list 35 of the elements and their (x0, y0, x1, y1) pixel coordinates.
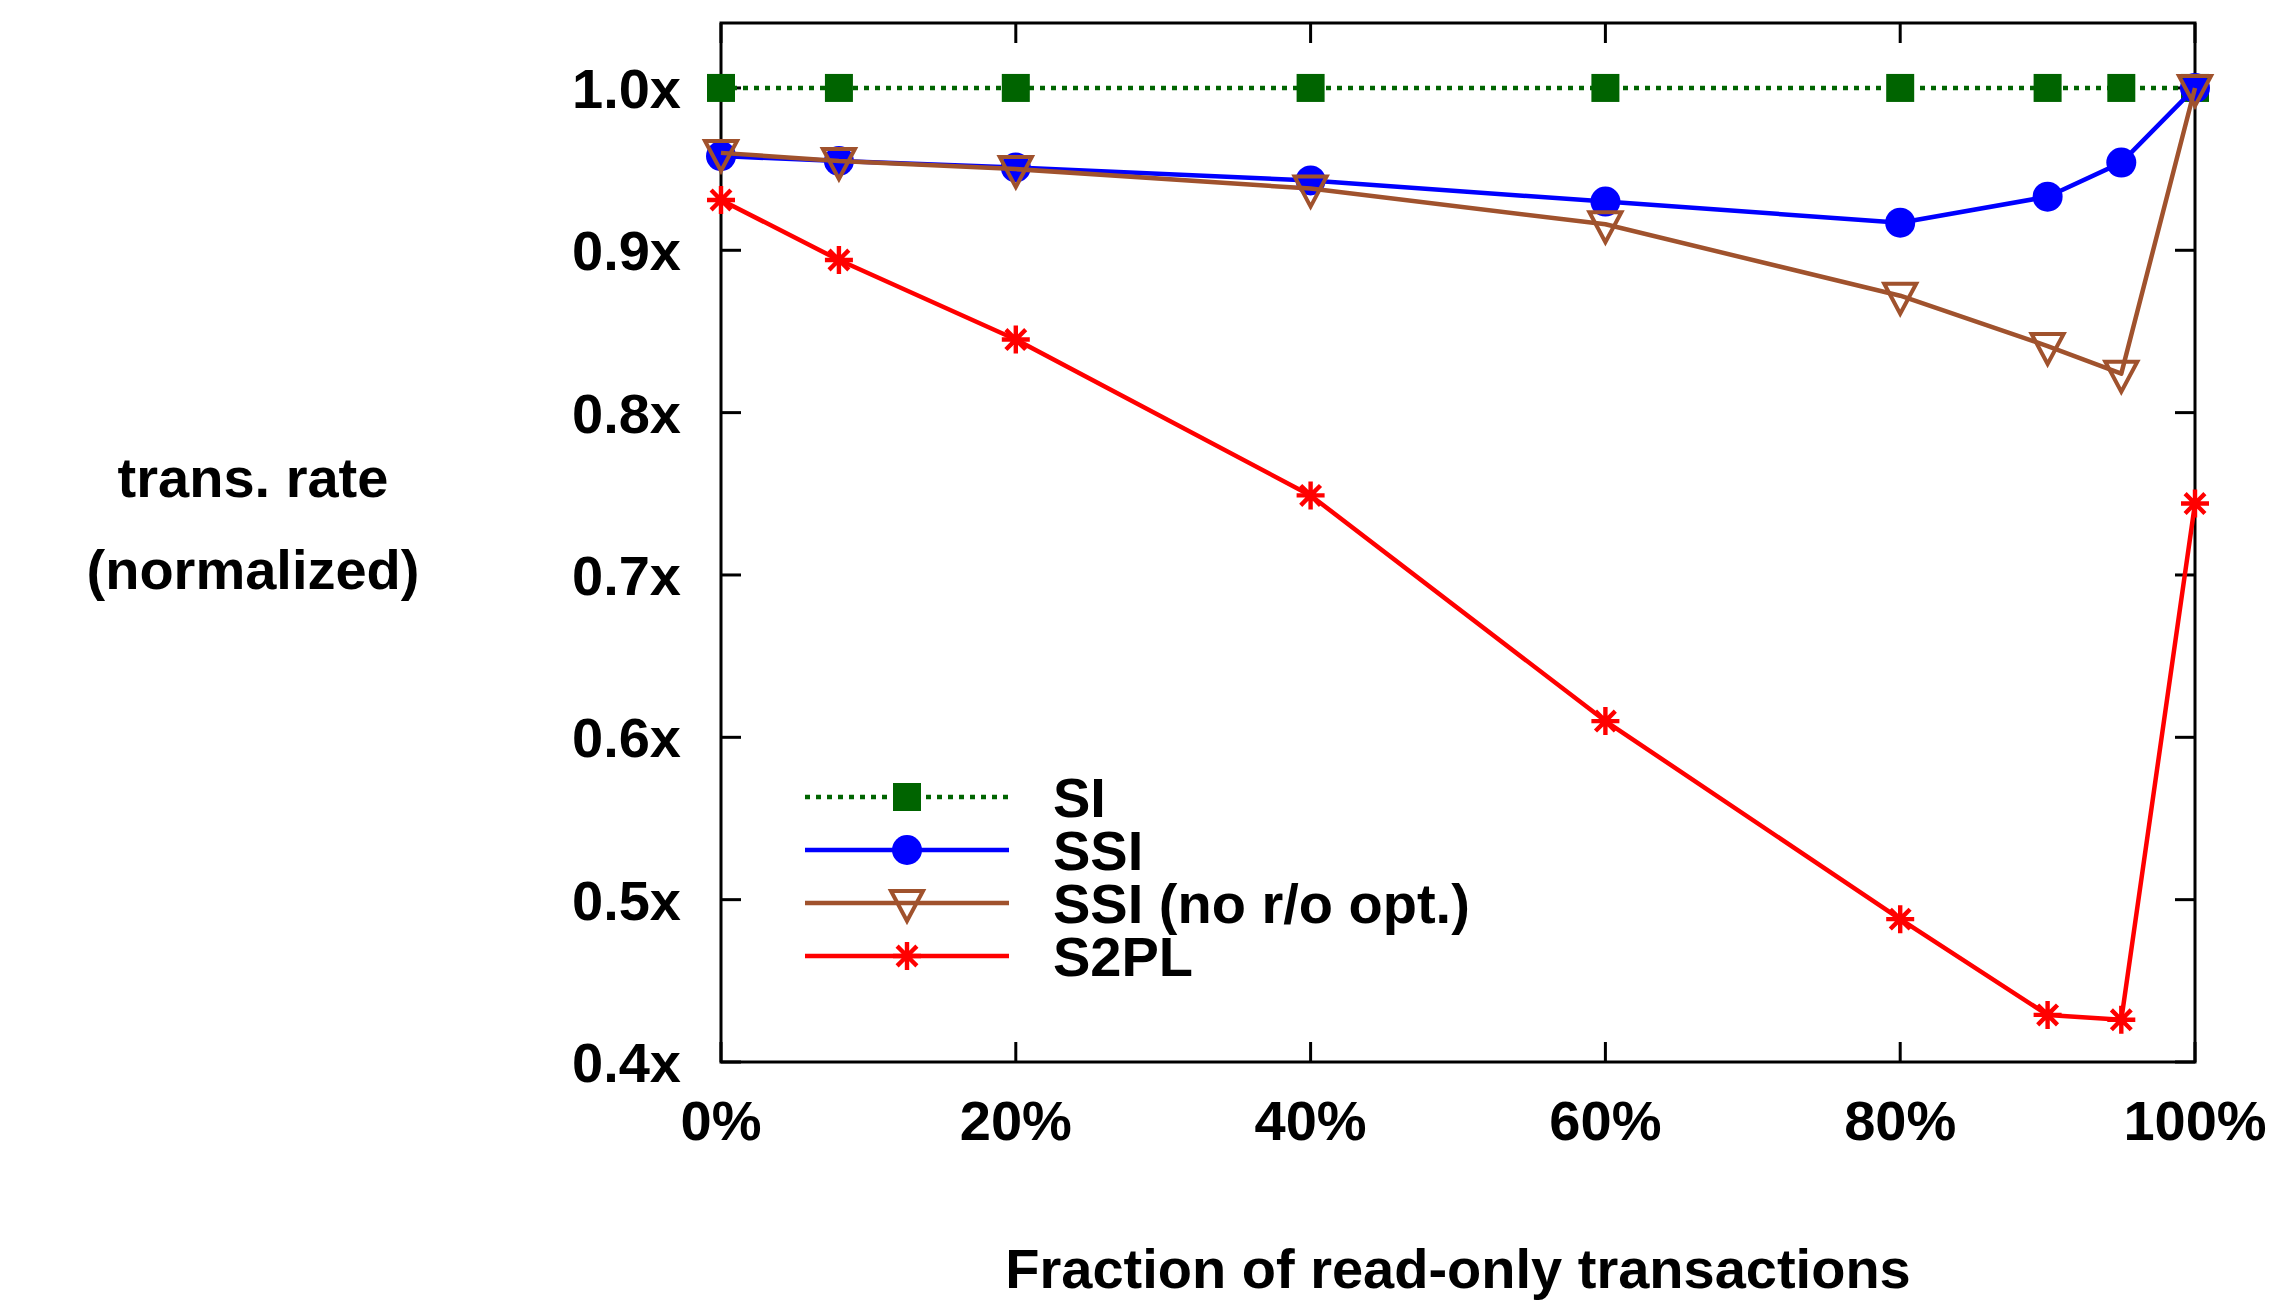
x-tick-label: 20% (959, 1089, 1072, 1152)
x-tick-label: 60% (1549, 1089, 1662, 1152)
point (824, 246, 853, 275)
point (1886, 73, 1915, 102)
point (2107, 73, 2136, 102)
point (1001, 73, 1030, 102)
point (824, 73, 853, 102)
point (1885, 207, 1916, 238)
y-tick-label: 0.6x (572, 706, 681, 770)
point (1001, 325, 1030, 354)
point (2033, 1000, 2062, 1029)
point (2107, 1005, 2136, 1034)
y-tick-label: 0.8x (572, 381, 681, 445)
y-tick-label: 0.5x (572, 868, 681, 932)
point (2033, 73, 2062, 102)
point (1296, 481, 1325, 510)
point (707, 185, 735, 214)
y-tick-label: 0.7x (572, 543, 681, 607)
y-tick-label: 1.0x (572, 56, 681, 120)
y-tick-label: 0.4x (572, 1031, 681, 1094)
point (2032, 181, 2063, 212)
point (1296, 73, 1325, 102)
x-tick-label: 80% (1844, 1089, 1957, 1152)
x-tick-label: 40% (1254, 1089, 1367, 1152)
point (707, 73, 735, 102)
x-axis-title: Fraction of read-only transactions (1005, 1237, 1911, 1300)
x-tick-label: 0% (680, 1089, 762, 1152)
y-axis-title: trans. rate (normalized) (86, 446, 420, 601)
y-tick-label: 0.9x (572, 219, 681, 283)
point (1591, 73, 1620, 102)
point (1886, 905, 1915, 934)
x-tick-label: 100% (2123, 1089, 2267, 1152)
point (1591, 707, 1620, 736)
point (2106, 147, 2137, 178)
point (2181, 489, 2209, 518)
